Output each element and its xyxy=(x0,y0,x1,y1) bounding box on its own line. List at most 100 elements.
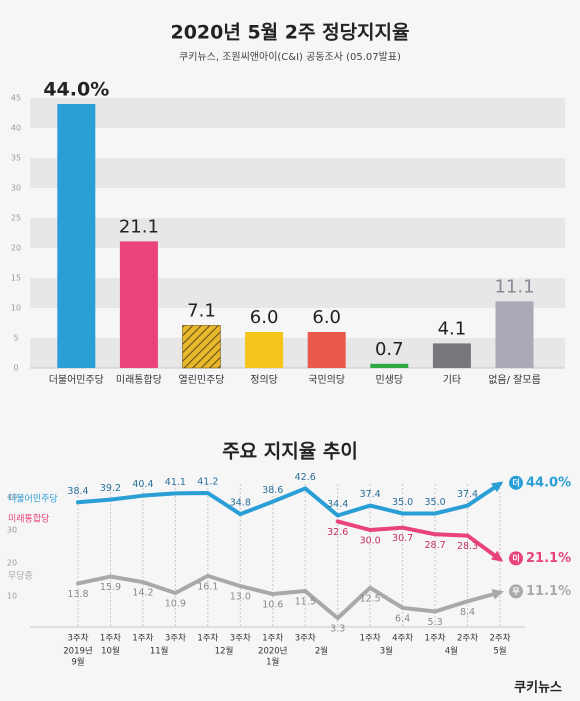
badge: 미 xyxy=(512,553,519,563)
grid-band xyxy=(30,278,565,308)
grid-band xyxy=(30,338,565,368)
value-label: 0.7 xyxy=(375,339,404,360)
grid-band xyxy=(30,218,565,248)
x-tick-label: 민생당 xyxy=(375,374,403,386)
arrow-head xyxy=(491,481,504,493)
value-label: 34.8 xyxy=(230,498,251,509)
value-label: 10.9 xyxy=(165,599,186,610)
bar xyxy=(245,332,284,368)
y-tick-label: 30 xyxy=(7,526,17,535)
value-label: 13.8 xyxy=(67,589,88,600)
x-tick-label: 더불어민주당 xyxy=(49,374,104,386)
chart-title: 2020년 5월 2주 정당지지율 xyxy=(170,22,409,44)
series-name: 미래통합당 xyxy=(8,514,49,525)
bar xyxy=(307,332,346,368)
x-tick-label: 2주차 xyxy=(457,634,478,644)
value-label: 8.4 xyxy=(460,607,475,618)
series-line xyxy=(76,481,502,518)
badge-circle xyxy=(509,584,523,599)
x-tick-label: 1주차 xyxy=(132,634,153,644)
y-tick-label: 35 xyxy=(11,154,21,163)
value-label: 39.2 xyxy=(100,483,121,494)
x-tick-label: 1주차 xyxy=(360,634,381,644)
chart-title: 주요 지지율 추이 xyxy=(222,441,358,463)
series-name: 무당층 xyxy=(8,571,33,582)
value-label: 4.1 xyxy=(438,318,467,339)
value-label: 11.1 xyxy=(494,276,534,297)
value-label: 15.9 xyxy=(100,582,121,593)
x-tick-label: 1주차 xyxy=(425,634,446,644)
x-tick-label: 3주차 xyxy=(165,634,186,644)
logo: 쿠키뉴스 xyxy=(514,681,562,696)
x-group-label: 3월 xyxy=(380,646,393,657)
value-label: 3.3 xyxy=(330,624,345,635)
end-label: 11.1% xyxy=(526,584,571,599)
x-group-label: 2월 xyxy=(315,646,328,657)
bar xyxy=(182,325,221,369)
value-label: 14.2 xyxy=(132,588,153,599)
value-label: 28.7 xyxy=(424,540,445,551)
y-tick-label: 20 xyxy=(11,244,21,253)
y-tick-label: 40 xyxy=(7,493,17,502)
value-label: 40.4 xyxy=(132,479,153,490)
grid-band xyxy=(30,158,565,188)
series-line xyxy=(335,519,502,562)
value-label: 44.0% xyxy=(43,79,109,101)
x-tick-label: 없음/ 잘모름 xyxy=(488,373,541,386)
value-label: 5.3 xyxy=(428,617,443,628)
series-line xyxy=(76,573,502,621)
value-label: 38.6 xyxy=(262,485,283,496)
value-label: 30.0 xyxy=(360,536,381,547)
y-tick-label: 10 xyxy=(11,304,21,313)
value-label: 6.0 xyxy=(312,307,341,328)
bar xyxy=(119,241,158,368)
x-tick-label: 미래통합당 xyxy=(116,374,162,386)
bar xyxy=(370,363,409,368)
x-year-label: 2020년 xyxy=(258,646,287,657)
y-tick-label: 10 xyxy=(7,592,17,601)
bar xyxy=(57,104,96,368)
arrow-head xyxy=(491,550,504,562)
value-label: 41.1 xyxy=(165,477,186,488)
x-tick-label: 3주차 xyxy=(230,634,251,644)
value-label: 32.6 xyxy=(327,527,348,538)
y-tick-label: 20 xyxy=(7,559,17,568)
chart-subtitle: 쿠키뉴스, 조원씨앤아이(C&I) 공동조사 (05.07발표) xyxy=(179,51,401,63)
value-label: 7.1 xyxy=(187,300,216,321)
value-label: 13.0 xyxy=(230,592,251,603)
y-tick-label: 5 xyxy=(13,334,18,343)
x-group-label: 4월 xyxy=(445,646,458,657)
x-group-label: 9월 xyxy=(71,657,84,668)
value-label: 38.4 xyxy=(67,486,88,497)
end-label: 44.0% xyxy=(526,475,571,490)
x-group-label: 1월 xyxy=(266,657,279,668)
x-tick-label: 1주차 xyxy=(262,634,283,644)
value-label: 34.4 xyxy=(327,499,348,510)
y-tick-label: 45 xyxy=(11,94,21,103)
x-group-label: 11월 xyxy=(150,646,169,657)
series-name: 더불어민주당 xyxy=(8,494,58,505)
arrow-head xyxy=(491,589,504,600)
x-tick-label: 3주차 xyxy=(295,634,316,644)
value-label: 6.4 xyxy=(395,613,410,624)
x-year-label: 2019년 xyxy=(63,646,92,657)
value-label: 28.3 xyxy=(457,541,478,552)
y-tick-label: 0 xyxy=(13,364,18,373)
value-label: 30.7 xyxy=(392,533,413,544)
y-tick-label: 15 xyxy=(11,274,21,283)
x-tick-label: 3주차 xyxy=(67,634,88,644)
x-tick-label: 국민의당 xyxy=(308,374,345,386)
value-label: 21.1 xyxy=(119,216,159,237)
badge-circle xyxy=(509,551,523,566)
y-tick-label: 30 xyxy=(11,184,21,193)
y-tick-label: 25 xyxy=(11,214,21,223)
bar xyxy=(495,301,534,368)
x-group-label: 12월 xyxy=(215,646,234,657)
value-label: 6.0 xyxy=(250,307,279,328)
value-label: 11.5 xyxy=(295,597,316,608)
value-label: 16.1 xyxy=(197,581,218,592)
bar xyxy=(432,343,471,368)
y-tick-label: 40 xyxy=(11,124,21,133)
